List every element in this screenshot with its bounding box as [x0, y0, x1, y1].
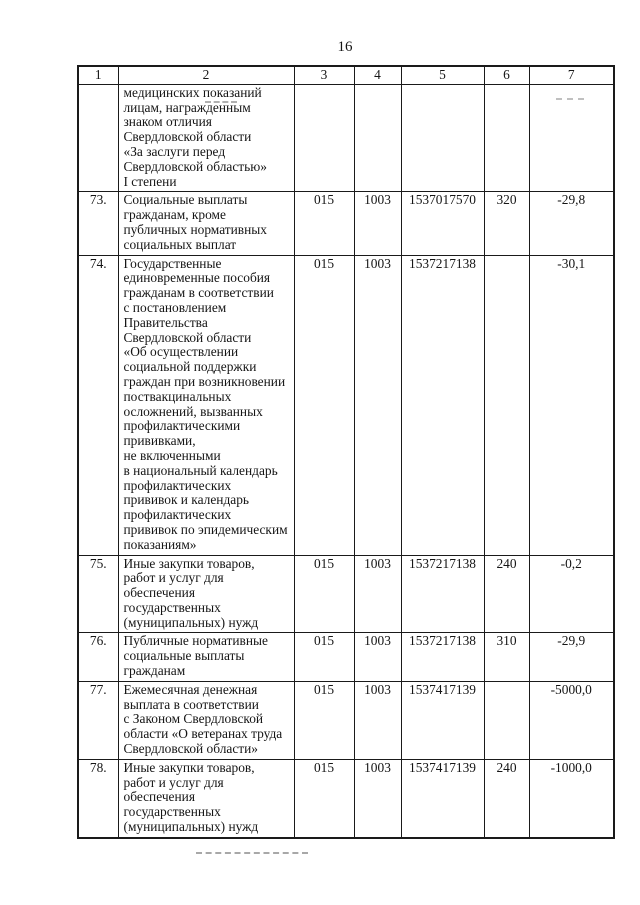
amount-cell: -1000,0 [528, 758, 615, 839]
scan-artifact [556, 98, 584, 100]
expense-name-cell: медицинских показаний лицам, награжденны… [117, 83, 295, 193]
expense-name-cell: Социальные выплаты гражданам, кроме публ… [117, 191, 295, 256]
amount-cell: -30,1 [528, 254, 615, 556]
code-cell: 1537417139 [400, 680, 485, 760]
document-page: 16 1 2 3 4 5 6 7 медицинских показаний л… [0, 40, 640, 905]
code-cell: 015 [293, 191, 355, 256]
code-cell: 015 [293, 758, 355, 839]
code-cell [293, 83, 355, 193]
code-cell [483, 83, 530, 193]
column-header-3: 3 [293, 65, 355, 85]
amount-cell: -29,9 [528, 632, 615, 682]
column-header-5: 5 [400, 65, 485, 85]
row-number-cell: 73. [77, 191, 119, 256]
code-cell: 1537217138 [400, 254, 485, 556]
code-cell: 1537217138 [400, 632, 485, 682]
code-cell [483, 680, 530, 760]
expense-name-cell: Ежемесячная денежная выплата в соответст… [117, 680, 295, 760]
table-row: 76. Публичные нормативные социальные вып… [77, 632, 615, 682]
code-cell: 310 [483, 632, 530, 682]
table-row: 74. Государственные единовременные пособ… [77, 254, 615, 556]
row-number-cell [77, 83, 119, 193]
code-cell: 1003 [353, 191, 402, 256]
scan-artifact [196, 852, 308, 854]
column-header-4: 4 [353, 65, 402, 85]
expense-name-cell: Иные закупки товаров, работ и услуг для … [117, 554, 295, 634]
table-row: медицинских показаний лицам, награжденны… [77, 83, 615, 193]
column-header-6: 6 [483, 65, 530, 85]
column-header-7: 7 [528, 65, 615, 85]
code-cell [483, 254, 530, 556]
code-cell: 015 [293, 254, 355, 556]
expense-name-cell: Государственные единовременные пособия г… [117, 254, 295, 556]
table-header-row: 1 2 3 4 5 6 7 [77, 65, 615, 85]
code-cell: 240 [483, 554, 530, 634]
column-header-1: 1 [77, 65, 119, 85]
code-cell: 1003 [353, 632, 402, 682]
code-cell: 015 [293, 554, 355, 634]
expense-name-cell: Публичные нормативные социальные выплаты… [117, 632, 295, 682]
amount-cell: -5000,0 [528, 680, 615, 760]
page-number: 16 [337, 39, 353, 55]
scan-artifact [205, 101, 237, 103]
code-cell: 1537217138 [400, 554, 485, 634]
code-cell: 1003 [353, 758, 402, 839]
code-cell: 1003 [353, 680, 402, 760]
budget-table: 1 2 3 4 5 6 7 медицинских показаний лица… [77, 65, 615, 839]
code-cell: 015 [293, 632, 355, 682]
row-number-cell: 74. [77, 254, 119, 556]
code-cell [353, 83, 402, 193]
table-row: 75. Иные закупки товаров, работ и услуг … [77, 554, 615, 634]
row-number-cell: 75. [77, 554, 119, 634]
table-row: 78. Иные закупки товаров, работ и услуг … [77, 758, 615, 839]
amount-cell [528, 83, 615, 193]
code-cell [400, 83, 485, 193]
code-cell: 1003 [353, 554, 402, 634]
expense-name-cell: Иные закупки товаров, работ и услуг для … [117, 758, 295, 839]
code-cell: 1537417139 [400, 758, 485, 839]
table-row: 73. Социальные выплаты гражданам, кроме … [77, 191, 615, 256]
code-cell: 1003 [353, 254, 402, 556]
amount-cell: -0,2 [528, 554, 615, 634]
code-cell: 015 [293, 680, 355, 760]
row-number-cell: 78. [77, 758, 119, 839]
row-number-cell: 77. [77, 680, 119, 760]
code-cell: 240 [483, 758, 530, 839]
table-row: 77. Ежемесячная денежная выплата в соотв… [77, 680, 615, 760]
column-header-2: 2 [117, 65, 295, 85]
code-cell: 320 [483, 191, 530, 256]
row-number-cell: 76. [77, 632, 119, 682]
code-cell: 1537017570 [400, 191, 485, 256]
amount-cell: -29,8 [528, 191, 615, 256]
